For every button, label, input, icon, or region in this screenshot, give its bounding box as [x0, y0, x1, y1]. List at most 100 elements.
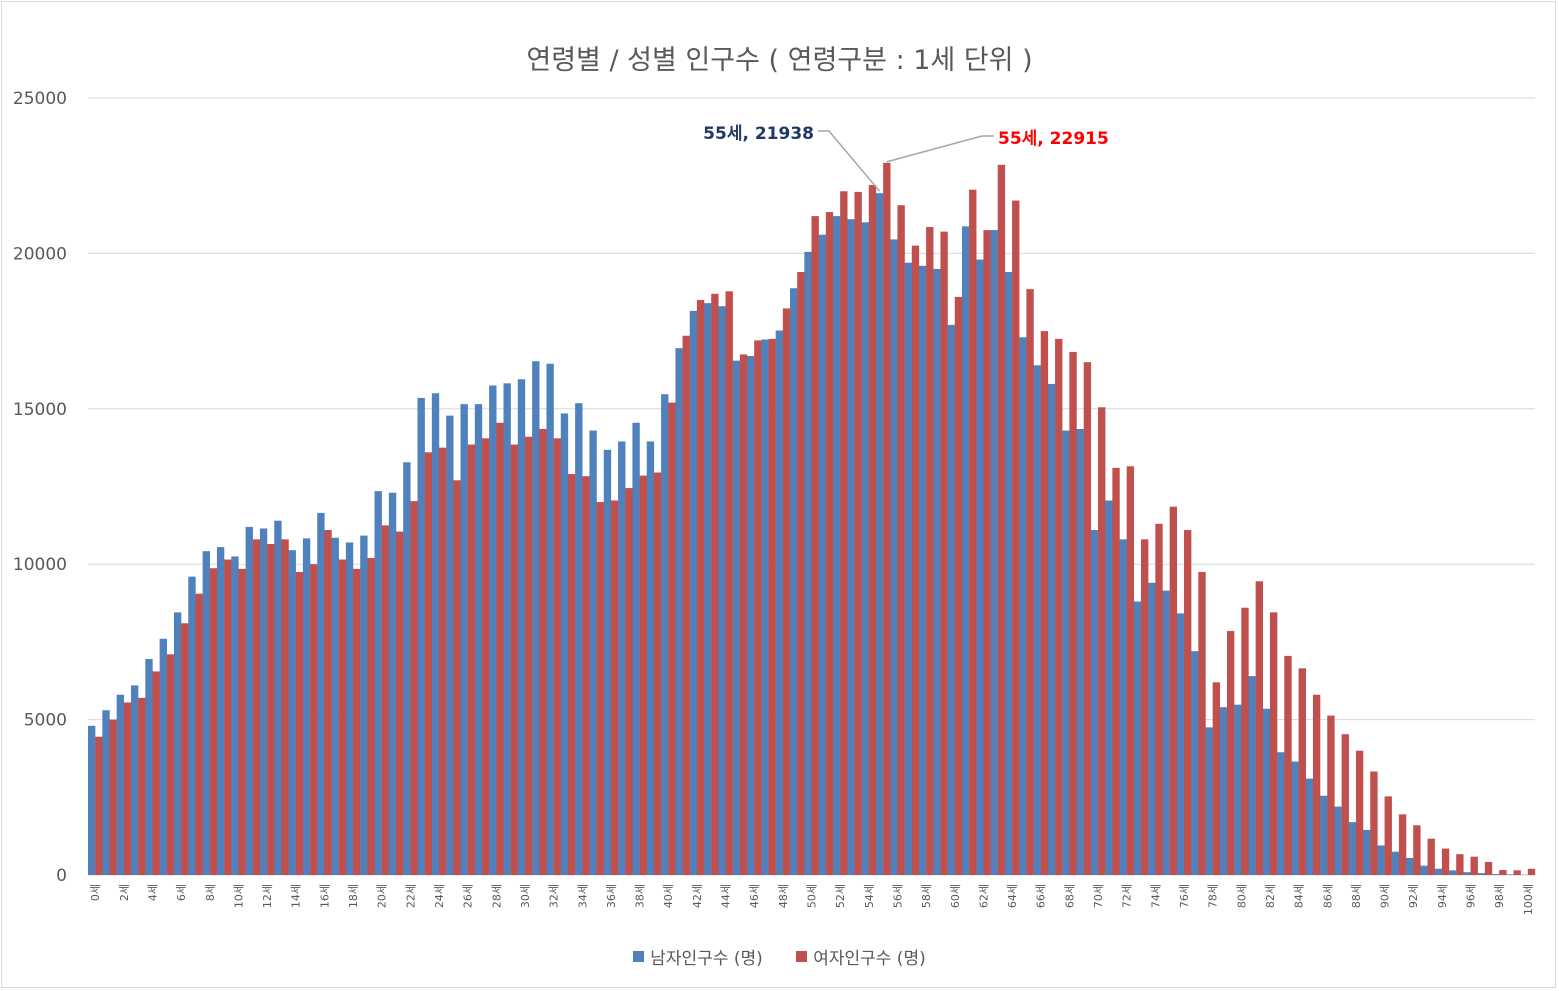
x-tick-label: 8세: [204, 884, 217, 901]
legend-swatch-male: [633, 951, 645, 962]
bar-male: [517, 379, 526, 875]
bar-female: [281, 539, 289, 875]
bar-male: [446, 415, 454, 875]
bar-female: [1384, 796, 1392, 875]
x-tick-label: 28세: [490, 884, 503, 908]
x-tick-label: 0세: [89, 884, 102, 901]
bar-female: [396, 531, 404, 875]
bar-female: [95, 736, 103, 875]
bar-female: [1341, 734, 1349, 875]
x-tick-label: 92세: [1407, 884, 1420, 908]
bar-female: [524, 436, 533, 875]
bar-male: [1320, 795, 1328, 875]
bar-female: [754, 340, 762, 875]
bar-male: [689, 310, 698, 875]
bar-male: [1449, 870, 1457, 875]
bar-male: [1434, 868, 1443, 875]
bar-male: [1248, 676, 1256, 875]
bar-female: [1112, 467, 1120, 875]
bar-male: [1406, 857, 1414, 875]
x-tick-label: 64세: [1006, 884, 1019, 908]
bar-female: [897, 205, 905, 876]
bar-female: [639, 475, 647, 875]
bar-male: [732, 360, 741, 875]
x-tick-label: 50세: [806, 884, 819, 908]
bar-male: [1133, 601, 1142, 875]
x-tick-label: 46세: [748, 884, 761, 908]
bar-male: [288, 550, 296, 875]
bar-male: [1033, 365, 1041, 875]
bar-female: [252, 539, 261, 875]
bar-female: [596, 502, 604, 875]
bar-male: [1391, 851, 1400, 875]
bar-female: [1026, 289, 1034, 875]
bar-male: [503, 383, 511, 875]
bar-male: [961, 226, 970, 876]
x-axis: 0세 2세 4세 6세 8세 10세 12세 14세 16세 18세 20세 22세 24세 26세 28세…: [89, 884, 1535, 915]
bar-female: [1040, 331, 1049, 876]
bar-female: [181, 623, 189, 875]
bar-female: [1126, 466, 1135, 875]
bar-male: [188, 576, 196, 875]
bar-female: [1499, 870, 1507, 875]
x-tick-label: 16세: [318, 884, 331, 908]
bar-female: [768, 338, 776, 875]
bar-female: [1241, 607, 1249, 875]
bar-male: [489, 385, 497, 875]
bar-male: [1262, 708, 1271, 875]
bar-female: [825, 212, 834, 875]
chart-title: 연령별 / 성별 인구수 ( 연령구분 : 1세 단위 ): [526, 45, 1033, 76]
bar-male: [632, 422, 640, 875]
bar-male: [374, 491, 382, 875]
bar-female: [926, 226, 934, 876]
x-tick-label: 44세: [720, 884, 733, 908]
bar-male: [1506, 874, 1514, 875]
bar-female: [1226, 631, 1235, 875]
bar-female: [1098, 407, 1106, 875]
bar-female: [868, 185, 877, 875]
bar-female: [1355, 750, 1364, 875]
bar-male: [775, 330, 784, 876]
bar-female: [668, 402, 676, 875]
bar-female: [195, 593, 203, 875]
bar-female: [883, 162, 891, 876]
bar-male: [1090, 530, 1099, 875]
bar-male: [1191, 651, 1199, 875]
bar-female: [381, 525, 390, 875]
bar-male: [1305, 778, 1314, 875]
bar-female: [453, 480, 461, 875]
x-tick-label: 20세: [376, 884, 389, 908]
bar-male: [718, 306, 726, 875]
y-tick-label: 15000: [13, 400, 67, 420]
x-tick-label: 38세: [634, 884, 647, 908]
x-tick-label: 100세: [1522, 884, 1535, 915]
x-tick-label: 32세: [548, 884, 561, 908]
x-tick-label: 36세: [605, 884, 618, 908]
bar-female: [1212, 682, 1221, 875]
legend-item-male: 남자인구수 (명): [633, 944, 763, 969]
bar-male: [1119, 539, 1127, 875]
x-tick-label: 56세: [891, 884, 904, 908]
bar-male: [790, 288, 798, 876]
legend-swatch-female: [796, 951, 808, 962]
legend-item-female: 여자인구수 (명): [796, 944, 926, 969]
bar-male: [302, 538, 311, 875]
bar-male: [990, 230, 998, 876]
x-tick-label: 68세: [1063, 884, 1076, 908]
bar-male: [102, 710, 110, 875]
bar-male: [1420, 865, 1428, 875]
bar-female: [166, 654, 175, 875]
bar-female: [711, 293, 719, 875]
bar-female: [1427, 838, 1435, 875]
x-tick-label: 60세: [949, 884, 962, 908]
x-tick-label: 12세: [261, 884, 274, 908]
bar-female: [682, 335, 690, 875]
x-tick-label: 40세: [662, 884, 675, 908]
bar-female: [424, 452, 433, 875]
bar-female: [1527, 868, 1536, 875]
bar-female: [725, 291, 733, 875]
bar-female: [1012, 200, 1020, 875]
bar-male: [861, 222, 869, 875]
x-tick-label: 74세: [1149, 884, 1162, 908]
